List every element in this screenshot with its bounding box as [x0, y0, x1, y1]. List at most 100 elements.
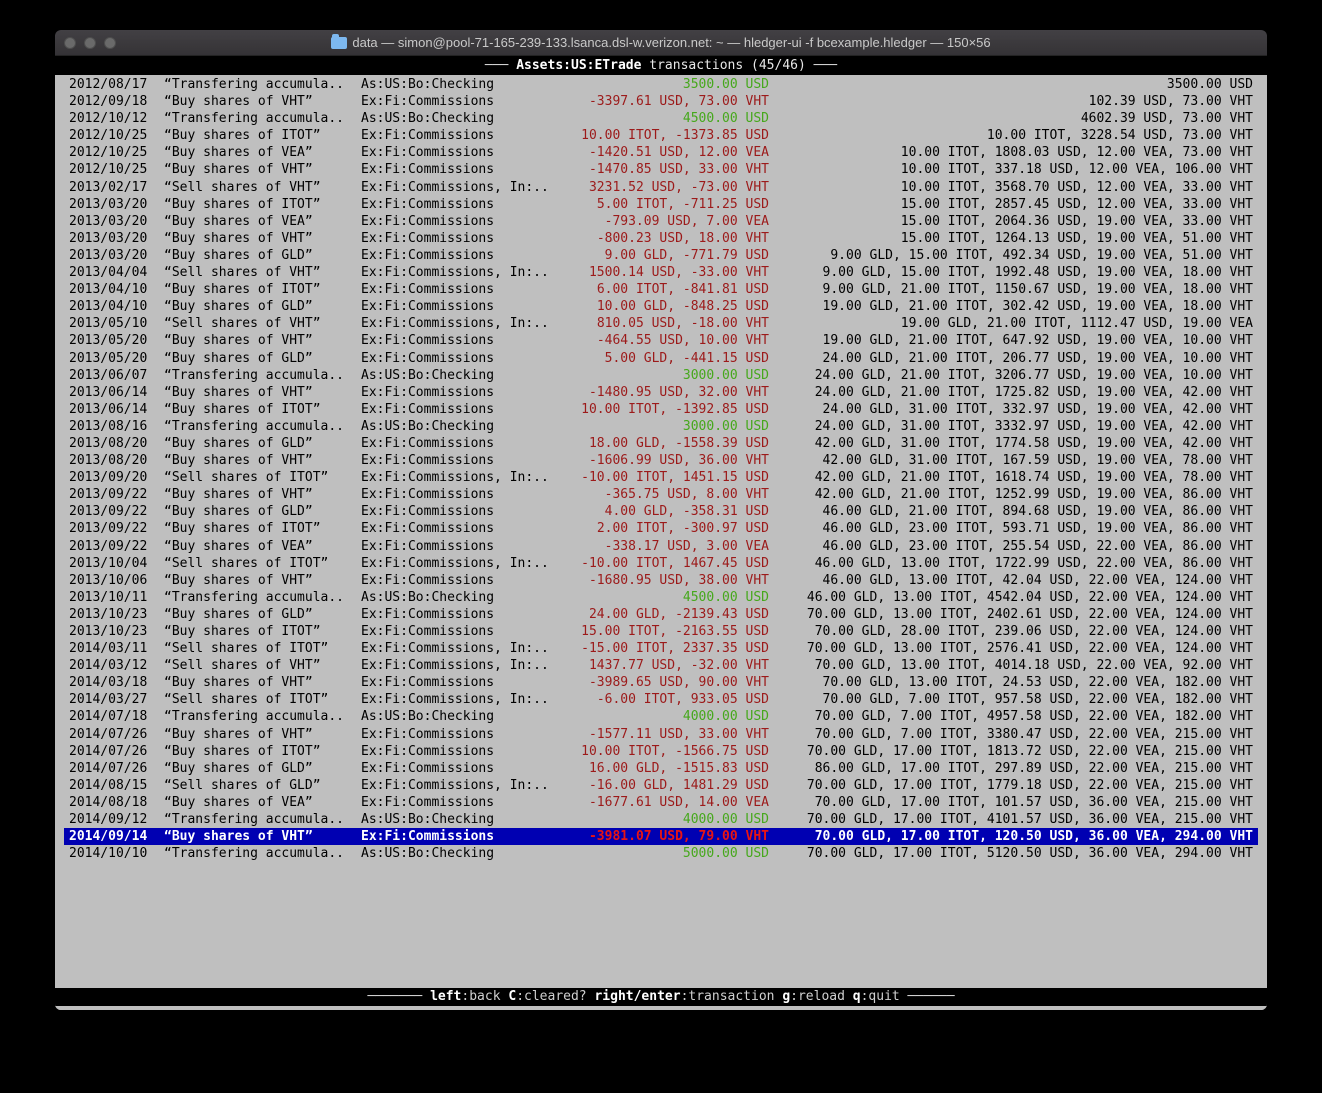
transaction-row[interactable]: 2014/03/11 “Sell shares of ITOT” Ex:Fi:Com… [64, 640, 1258, 657]
header-subtitle: transactions (45/46) [641, 58, 814, 73]
close-button[interactable] [64, 36, 76, 49]
transaction-row[interactable]: 2013/09/22 “Buy shares of VEA” Ex:Fi:Commi… [64, 538, 1258, 555]
row-balance: 9.00 GLD, 15.00 ITOT, 492.34 USD, 19.00 … [830, 247, 1253, 263]
transaction-row[interactable]: 2013/06/07 “Transfering accumula.. As:US:B… [64, 367, 1258, 384]
transaction-row[interactable]: 2014/03/18 “Buy shares of VHT” Ex:Fi:Commi… [64, 674, 1258, 691]
row-change-amount: 6.00 ITOT, -841.81 USD [596, 282, 769, 298]
row-accounts: Ex:Fi:Commissions [361, 145, 495, 161]
transaction-row[interactable]: 2012/10/25 “Buy shares of ITOT” Ex:Fi:Comm… [64, 127, 1258, 144]
row-balance: 70.00 GLD, 13.00 ITOT, 24.53 USD, 22.00 … [822, 675, 1253, 691]
row-change-amount: -1420.51 USD, 12.00 VEA [588, 145, 769, 161]
row-date: 2014/07/26 [69, 726, 148, 742]
transaction-row[interactable]: 2013/09/22 “Buy shares of GLD” Ex:Fi:Commi… [64, 503, 1258, 520]
row-description: “Buy shares of VEA” [164, 145, 313, 161]
key-hint-label: :transaction [680, 989, 783, 1004]
transaction-row[interactable]: 2012/08/17 “Transfering accumula.. As:US:B… [64, 76, 1258, 93]
transaction-row[interactable]: 2013/10/06 “Buy shares of VHT” Ex:Fi:Commi… [64, 572, 1258, 589]
row-date: 2014/09/12 [69, 812, 148, 828]
row-accounts: Ex:Fi:Commissions [361, 282, 495, 298]
row-accounts: Ex:Fi:Commissions [361, 384, 495, 400]
transaction-row[interactable]: 2012/09/18 “Buy shares of VHT” Ex:Fi:Commi… [64, 93, 1258, 110]
transaction-row[interactable]: 2013/03/20 “Buy shares of VHT” Ex:Fi:Commi… [64, 230, 1258, 247]
transaction-row[interactable]: 2013/06/14 “Buy shares of ITOT” Ex:Fi:Comm… [64, 401, 1258, 418]
footer-hints: left:back C:cleared? right/enter:transac… [430, 989, 900, 1004]
transaction-row[interactable]: 2013/08/20 “Buy shares of GLD” Ex:Fi:Commi… [64, 435, 1258, 452]
row-change-amount: -15.00 ITOT, 2337.35 USD [581, 641, 769, 657]
row-date: 2014/03/11 [69, 641, 148, 657]
transaction-row[interactable]: 2013/09/22 “Buy shares of VHT” Ex:Fi:Commi… [64, 486, 1258, 503]
row-description: “Transfering accumula.. [164, 111, 345, 127]
transaction-row[interactable]: 2012/10/25 “Buy shares of VEA” Ex:Fi:Commi… [64, 144, 1258, 161]
transaction-row[interactable]: 2014/07/26 “Buy shares of GLD” Ex:Fi:Commi… [64, 760, 1258, 777]
transaction-row[interactable]: 2014/09/14 “Buy shares of VHT” Ex:Fi:Commi… [64, 828, 1258, 846]
transaction-row[interactable]: 2013/06/14 “Buy shares of VHT” Ex:Fi:Commi… [64, 384, 1258, 401]
transaction-row[interactable]: 2013/03/20 “Buy shares of GLD” Ex:Fi:Commi… [64, 247, 1258, 264]
row-date: 2014/10/10 [69, 846, 148, 862]
row-change-amount: 16.00 GLD, -1515.83 USD [588, 760, 769, 776]
terminal-bottom-padding [55, 1006, 1267, 1010]
transaction-row[interactable]: 2012/10/12 “Transfering accumula.. As:US:B… [64, 110, 1258, 127]
row-date: 2013/10/04 [69, 555, 148, 571]
transaction-row[interactable]: 2014/03/12 “Sell shares of VHT” Ex:Fi:Comm… [64, 657, 1258, 674]
transaction-row[interactable]: 2014/08/15 “Sell shares of GLD” Ex:Fi:Comm… [64, 777, 1258, 794]
row-accounts: Ex:Fi:Commissions [361, 726, 495, 742]
terminal-content: ─── Assets:US:ETrade transactions (45/46… [55, 56, 1267, 1010]
row-balance: 70.00 GLD, 13.00 ITOT, 2576.41 USD, 22.0… [806, 641, 1253, 657]
row-accounts: As:US:Bo:Checking [361, 812, 495, 828]
row-description: “Buy shares of GLD” [164, 760, 313, 776]
zoom-button[interactable] [104, 36, 116, 49]
transaction-row[interactable]: 2013/08/20 “Buy shares of VHT” Ex:Fi:Commi… [64, 452, 1258, 469]
row-accounts: Ex:Fi:Commissions [361, 624, 495, 639]
transaction-row[interactable]: 2014/09/12 “Transfering accumula.. As:US:B… [64, 811, 1258, 828]
row-balance: 46.00 GLD, 21.00 ITOT, 894.68 USD, 19.00… [822, 504, 1253, 520]
row-description: “Buy shares of GLD” [164, 435, 313, 451]
transaction-row[interactable]: 2013/04/10 “Buy shares of ITOT” Ex:Fi:Comm… [64, 281, 1258, 298]
folder-icon [331, 33, 348, 49]
row-accounts: Ex:Fi:Commissions [361, 230, 495, 246]
row-change-amount: -10.00 ITOT, 1451.15 USD [581, 470, 769, 486]
transaction-row[interactable]: 2013/04/10 “Buy shares of GLD” Ex:Fi:Commi… [64, 298, 1258, 315]
row-date: 2013/09/22 [69, 487, 148, 503]
transaction-row[interactable]: 2014/03/27 “Sell shares of ITOT” Ex:Fi:Com… [64, 691, 1258, 708]
transaction-row[interactable]: 2012/10/25 “Buy shares of VHT” Ex:Fi:Commi… [64, 161, 1258, 178]
row-description: “Sell shares of GLD” [164, 777, 321, 793]
transaction-row[interactable]: 2013/09/22 “Buy shares of ITOT” Ex:Fi:Comm… [64, 520, 1258, 537]
transaction-row[interactable]: 2014/07/18 “Transfering accumula.. As:US:B… [64, 708, 1258, 725]
transaction-row[interactable]: 2013/05/20 “Buy shares of VHT” Ex:Fi:Commi… [64, 332, 1258, 349]
header-dash-right: ─── [813, 58, 838, 73]
row-balance: 70.00 GLD, 7.00 ITOT, 957.58 USD, 22.00 … [822, 692, 1253, 708]
row-description: “Sell shares of ITOT” [164, 692, 329, 708]
row-description: “Sell shares of VHT” [164, 265, 321, 281]
row-change-amount: -10.00 ITOT, 1467.45 USD [581, 555, 769, 571]
row-accounts: Ex:Fi:Commissions [361, 299, 495, 315]
minimize-button[interactable] [84, 36, 96, 49]
transaction-row[interactable]: 2013/03/20 “Buy shares of VEA” Ex:Fi:Commi… [64, 213, 1258, 230]
row-balance: 10.00 ITOT, 3568.70 USD, 12.00 VEA, 33.0… [900, 179, 1253, 195]
key-hint-label: :reload [790, 989, 853, 1004]
transaction-row[interactable]: 2013/10/23 “Buy shares of GLD” Ex:Fi:Commi… [64, 606, 1258, 623]
transaction-row[interactable]: 2013/05/20 “Buy shares of GLD” Ex:Fi:Commi… [64, 350, 1258, 367]
transaction-row[interactable]: 2013/03/20 “Buy shares of ITOT” Ex:Fi:Comm… [64, 196, 1258, 213]
transaction-row[interactable]: 2013/09/20 “Sell shares of ITOT” Ex:Fi:Com… [64, 469, 1258, 486]
transaction-row[interactable]: 2014/10/10 “Transfering accumula.. As:US:B… [64, 845, 1258, 862]
row-accounts: Ex:Fi:Commissions [361, 196, 495, 212]
row-accounts: Ex:Fi:Commissions [361, 350, 495, 366]
transaction-row[interactable]: 2013/05/10 “Sell shares of VHT” Ex:Fi:Comm… [64, 315, 1258, 332]
row-description: “Transfering accumula.. [164, 846, 345, 862]
transaction-row[interactable]: 2014/07/26 “Buy shares of ITOT” Ex:Fi:Comm… [64, 743, 1258, 760]
row-accounts: Ex:Fi:Commissions, In:.. [361, 658, 549, 674]
row-accounts: Ex:Fi:Commissions [361, 128, 495, 144]
row-balance: 86.00 GLD, 17.00 ITOT, 297.89 USD, 22.00… [814, 760, 1253, 776]
transaction-row[interactable]: 2013/08/16 “Transfering accumula.. As:US:B… [64, 418, 1258, 435]
transaction-row[interactable]: 2013/02/17 “Sell shares of VHT” Ex:Fi:Comm… [64, 179, 1258, 196]
row-description: “Buy shares of ITOT” [164, 128, 321, 144]
transaction-row[interactable]: 2014/07/26 “Buy shares of VHT” Ex:Fi:Commi… [64, 726, 1258, 743]
transaction-row[interactable]: 2013/04/04 “Sell shares of VHT” Ex:Fi:Comm… [64, 264, 1258, 281]
transaction-row[interactable]: 2014/08/18 “Buy shares of VEA” Ex:Fi:Commi… [64, 794, 1258, 811]
transaction-row[interactable]: 2013/10/04 “Sell shares of ITOT” Ex:Fi:Com… [64, 555, 1258, 572]
row-description: “Sell shares of ITOT” [164, 555, 329, 571]
row-date: 2013/09/20 [69, 470, 148, 486]
transaction-row[interactable]: 2013/10/23 “Buy shares of ITOT” Ex:Fi:Comm… [64, 623, 1258, 640]
row-date: 2014/07/18 [69, 709, 148, 725]
transaction-row[interactable]: 2013/10/11 “Transfering accumula.. As:US:B… [64, 589, 1258, 606]
